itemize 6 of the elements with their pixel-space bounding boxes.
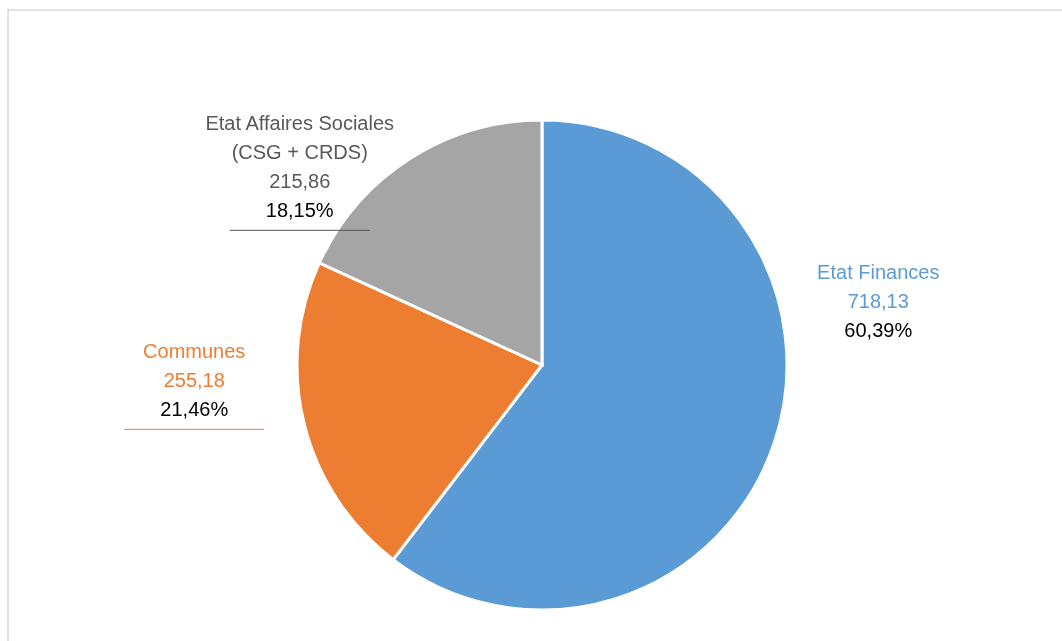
data-label: 718,13 60,39% (844, 290, 913, 342)
slice-label: Communes (143, 340, 246, 363)
data-label: 255,18 21,46% (160, 369, 229, 421)
slice-label: Etat Affaires Sociales (CSG + CRDS) (205, 112, 395, 164)
slice-label: Etat Finances (817, 261, 940, 284)
data-label: 215,86 18,15% (265, 170, 334, 222)
